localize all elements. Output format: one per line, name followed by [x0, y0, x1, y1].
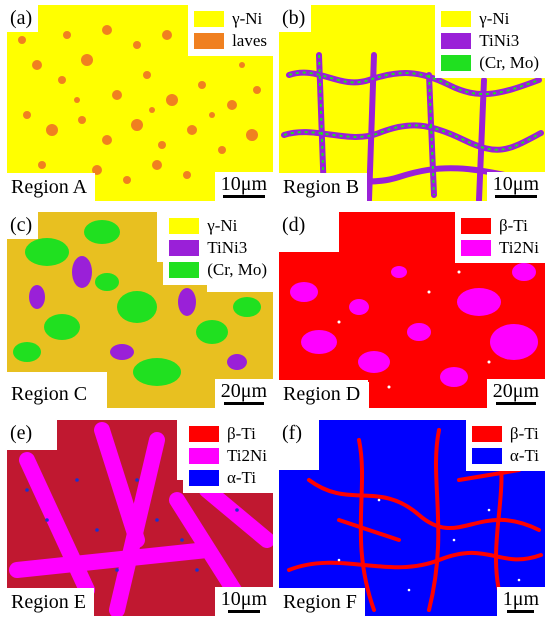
legend-label: α-Ti — [226, 468, 257, 487]
legend-swatch — [188, 470, 219, 486]
legend-swatch — [441, 11, 472, 27]
panel-label: (d) — [279, 212, 312, 239]
legend-swatch — [194, 33, 225, 49]
region-label: Region D — [279, 380, 369, 408]
region-label: Region B — [279, 173, 368, 201]
legend-swatch — [460, 240, 491, 256]
legend-label: laves — [232, 31, 267, 50]
scale-bar-label: 20μm — [220, 380, 267, 402]
scale-bar-label: 10μm — [220, 588, 267, 610]
legend: β-Ti α-Ti — [465, 420, 545, 471]
legend-item: γ-Ni — [169, 215, 267, 237]
panel-b: (b) γ-Ni TiNi3 (Cr, Mo) Region B 10μm — [279, 5, 545, 201]
panel-a: (a) γ-Ni laves Region A 10μm — [7, 5, 273, 201]
legend-swatch — [169, 262, 200, 278]
legend-swatch — [471, 426, 502, 442]
legend-swatch — [460, 218, 491, 234]
legend-swatch — [169, 218, 200, 234]
panel-label: (a) — [7, 5, 39, 32]
legend: γ-Ni TiNi3 (Cr, Mo) — [435, 5, 545, 78]
panel-f: (f) β-Ti α-Ti Region F 1μm — [279, 420, 545, 616]
region-label: Region A — [7, 173, 96, 201]
region-label: Region E — [7, 588, 94, 616]
legend-item: γ-Ni — [194, 8, 267, 30]
legend-label: Ti2Ni — [226, 446, 267, 465]
legend-item: Ti2Ni — [188, 445, 267, 467]
legend-item: β-Ti — [188, 423, 267, 445]
legend-item: (Cr, Mo) — [441, 52, 539, 74]
scale-bar-line — [227, 610, 260, 613]
scale-bar: 20μm — [214, 379, 273, 408]
legend-item: TiNi3 — [441, 30, 539, 52]
legend-label: β-Ti — [509, 424, 539, 443]
region-label: Region F — [279, 588, 365, 616]
legend-item: TiNi3 — [169, 237, 267, 259]
panel-label: (b) — [279, 5, 312, 32]
legend-swatch — [188, 426, 219, 442]
legend-label: (Cr, Mo) — [207, 260, 267, 279]
scale-bar: 10μm — [486, 172, 545, 201]
region-label: Region C — [7, 380, 96, 408]
scale-bar: 10μm — [214, 172, 273, 201]
scale-bar-line — [495, 402, 536, 405]
scale-bar: 1μm — [496, 587, 545, 616]
scale-bar-line — [507, 610, 535, 613]
legend-label: β-Ti — [226, 424, 256, 443]
legend-item: α-Ti — [471, 445, 539, 467]
legend-swatch — [188, 448, 219, 464]
legend-label: γ-Ni — [232, 9, 263, 28]
legend-item: β-Ti — [471, 423, 539, 445]
panel-label: (f) — [279, 420, 308, 447]
legend-swatch — [441, 33, 472, 49]
legend-label: Ti2Ni — [498, 238, 539, 257]
panel-label: (e) — [7, 420, 39, 447]
legend: β-Ti Ti2Ni — [454, 212, 545, 263]
legend-swatch — [169, 240, 200, 256]
legend: β-Ti Ti2Ni α-Ti — [182, 420, 273, 493]
legend-item: Ti2Ni — [460, 237, 539, 259]
scale-bar-label: 20μm — [492, 380, 539, 402]
legend-label: γ-Ni — [207, 216, 238, 235]
scale-bar: 20μm — [486, 379, 545, 408]
legend-label: TiNi3 — [207, 238, 248, 257]
legend-item: β-Ti — [460, 215, 539, 237]
scale-bar-label: 10μm — [220, 173, 267, 195]
panel-label: (c) — [7, 212, 39, 239]
legend-label: TiNi3 — [479, 31, 520, 50]
legend-item: laves — [194, 30, 267, 52]
panel-d: (d) β-Ti Ti2Ni Region D 20μm — [279, 212, 545, 408]
legend-item: (Cr, Mo) — [169, 259, 267, 281]
legend-label: α-Ti — [509, 446, 539, 465]
legend-label: (Cr, Mo) — [479, 53, 539, 72]
panel-c: (c) γ-Ni TiNi3 (Cr, Mo) Region C 20μm — [7, 212, 273, 408]
phase-map-e — [7, 420, 273, 616]
scale-bar-line — [494, 195, 537, 198]
panel-e: (e) β-Ti Ti2Ni α-Ti Region E 10μm — [7, 420, 273, 616]
legend-label: β-Ti — [498, 216, 528, 235]
legend-swatch — [471, 448, 502, 464]
legend-item: γ-Ni — [441, 8, 539, 30]
scale-bar: 10μm — [214, 587, 273, 616]
legend: γ-Ni laves — [188, 5, 273, 56]
legend: γ-Ni TiNi3 (Cr, Mo) — [163, 212, 273, 285]
legend-label: γ-Ni — [479, 9, 510, 28]
legend-swatch — [441, 55, 472, 71]
scale-bar-label: 1μm — [502, 588, 539, 610]
legend-swatch — [194, 11, 225, 27]
scale-bar-label: 10μm — [492, 173, 539, 195]
legend-item: α-Ti — [188, 467, 267, 489]
scale-bar-line — [223, 402, 264, 405]
scale-bar-line — [222, 195, 265, 198]
